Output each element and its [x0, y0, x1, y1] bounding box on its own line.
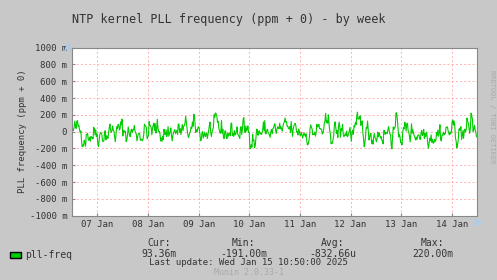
- Y-axis label: PLL frequency (ppm + 0): PLL frequency (ppm + 0): [18, 70, 27, 193]
- Text: Max:: Max:: [420, 238, 444, 248]
- Text: RRDTOOL / TOBI OETIKER: RRDTOOL / TOBI OETIKER: [489, 70, 495, 164]
- Text: pll-freq: pll-freq: [25, 250, 72, 260]
- Text: Cur:: Cur:: [147, 238, 171, 248]
- Text: Min:: Min:: [232, 238, 255, 248]
- Text: NTP kernel PLL frequency (ppm + 0) - by week: NTP kernel PLL frequency (ppm + 0) - by …: [72, 13, 385, 25]
- Text: 220.00m: 220.00m: [412, 249, 453, 259]
- Text: -191.00m: -191.00m: [220, 249, 267, 259]
- Text: Last update: Wed Jan 15 10:50:00 2025: Last update: Wed Jan 15 10:50:00 2025: [149, 258, 348, 267]
- Text: Avg:: Avg:: [321, 238, 345, 248]
- Text: 93.36m: 93.36m: [142, 249, 176, 259]
- Text: -832.66u: -832.66u: [310, 249, 356, 259]
- Text: Munin 2.0.33-1: Munin 2.0.33-1: [214, 268, 283, 277]
